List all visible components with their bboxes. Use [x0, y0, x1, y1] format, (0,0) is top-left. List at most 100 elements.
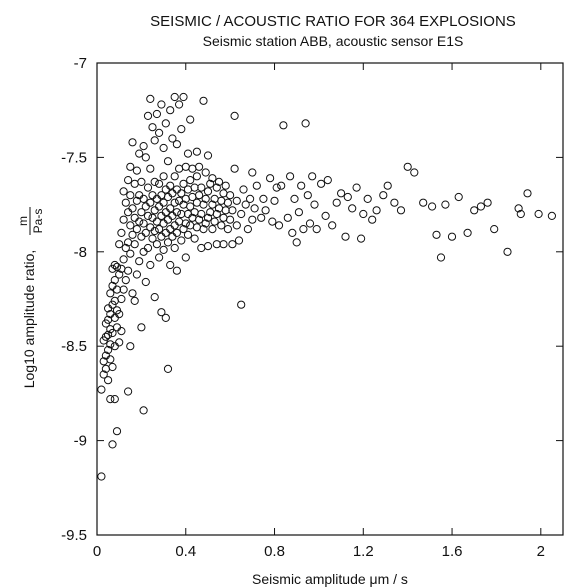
data-point [126, 342, 135, 351]
data-point [228, 240, 237, 249]
data-point [183, 149, 193, 158]
data-point [141, 202, 150, 211]
data-point [463, 228, 472, 237]
data-point [172, 140, 181, 149]
data-point [166, 225, 175, 234]
data-point [197, 183, 206, 192]
data-point [294, 208, 303, 217]
data-point [195, 162, 204, 171]
data-point [217, 196, 226, 205]
data-point [106, 355, 115, 364]
data-point [219, 240, 228, 249]
data-point [112, 323, 122, 332]
data-point [155, 225, 164, 234]
data-point [108, 362, 117, 372]
data-point [203, 187, 213, 196]
data-point [246, 194, 255, 203]
x-tick-label: 0 [93, 543, 101, 560]
data-point [161, 119, 170, 128]
y-tick-label: -8.5 [61, 338, 87, 355]
data-point [104, 376, 113, 385]
data-point [155, 128, 164, 137]
data-point [201, 168, 210, 177]
data-point [372, 206, 381, 215]
data-point [168, 232, 177, 241]
data-point [143, 211, 153, 220]
data-point [146, 223, 155, 232]
data-point [250, 204, 259, 213]
data-point [403, 162, 412, 171]
data-point [146, 260, 155, 270]
data-point [106, 395, 115, 404]
data-point [101, 332, 111, 341]
data-point [177, 209, 186, 219]
data-point [157, 308, 166, 317]
data-point [199, 96, 208, 105]
data-point [357, 234, 366, 243]
data-point [108, 328, 117, 338]
data-point [241, 200, 250, 209]
data-point [379, 191, 388, 200]
data-point [106, 340, 115, 349]
data-point [155, 253, 164, 262]
data-point [161, 185, 170, 194]
data-point [190, 234, 199, 243]
chart-title: SEISMIC / ACOUSTIC RATIO FOR 364 EXPLOSI… [150, 13, 516, 30]
data-point [124, 176, 133, 185]
data-point [166, 106, 175, 115]
data-point [130, 179, 139, 188]
data-point [226, 191, 235, 200]
data-point [137, 232, 146, 241]
data-point [266, 174, 275, 183]
data-point [183, 185, 193, 194]
x-tick-label: 1.6 [442, 543, 463, 560]
data-point [139, 219, 148, 228]
data-point [203, 151, 213, 160]
data-point [143, 111, 153, 121]
data-point [115, 270, 124, 279]
y-axis: -9.5 -9 -8.5 -8 -7.5 -7 [61, 55, 563, 544]
data-point [132, 166, 141, 175]
data-point [192, 147, 201, 156]
data-point [212, 240, 221, 249]
data-point [159, 198, 168, 207]
data-point [170, 172, 179, 181]
data-point [121, 276, 130, 285]
data-point [221, 206, 230, 215]
data-point [192, 198, 201, 207]
data-point [117, 327, 126, 336]
data-point [99, 370, 108, 379]
data-point [117, 294, 126, 304]
data-point [299, 225, 308, 234]
data-point [110, 260, 119, 270]
data-point [252, 181, 261, 190]
data-point [206, 179, 215, 188]
data-point [179, 225, 188, 234]
data-point [432, 230, 441, 239]
x-tick-label: 1.2 [353, 543, 374, 560]
y-tick-label: -9.5 [61, 527, 87, 544]
data-points [97, 92, 557, 481]
data-point [150, 293, 159, 302]
data-point [143, 243, 153, 253]
data-point [163, 364, 173, 373]
data-point [447, 232, 457, 241]
data-point [110, 313, 119, 322]
data-point [150, 226, 159, 236]
data-point [197, 243, 206, 253]
data-point [148, 213, 157, 222]
data-point [119, 187, 128, 196]
data-point [148, 123, 157, 132]
data-point [186, 115, 195, 124]
data-point [297, 181, 306, 190]
data-point [303, 191, 312, 200]
data-point [183, 209, 193, 219]
data-point [157, 100, 166, 109]
data-point [208, 174, 217, 183]
y-tick-label: -7.5 [61, 149, 87, 166]
data-point [172, 208, 181, 217]
data-point [124, 266, 133, 275]
data-point [137, 177, 146, 186]
data-point [172, 185, 181, 194]
